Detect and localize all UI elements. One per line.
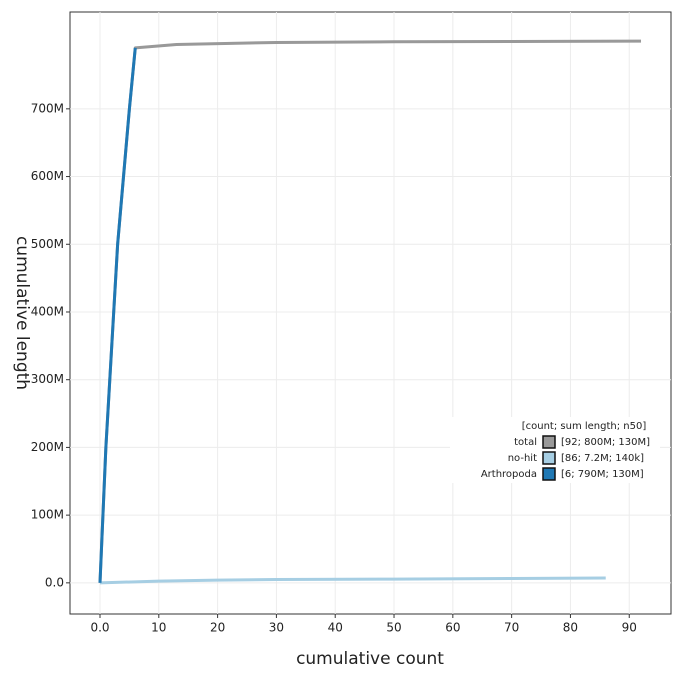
x-tick-label: 20 [210, 621, 225, 635]
y-tick-label: 500M [31, 237, 64, 251]
x-tick-label: 0.0 [90, 621, 109, 635]
x-tick-label: 40 [328, 621, 343, 635]
x-tick-label: 70 [504, 621, 519, 635]
legend-swatch [542, 451, 556, 465]
x-tick-label: 50 [386, 621, 401, 635]
legend-swatch [542, 467, 556, 481]
legend-name: total [514, 437, 537, 448]
plot-frame [69, 11, 672, 615]
y-axis-title: cumulative length [12, 236, 32, 390]
legend-label: [92; 800M; 130M] [561, 437, 650, 448]
y-tick-label: 600M [31, 169, 64, 183]
y-tick-label: 700M [31, 101, 64, 115]
y-tick-label: 0.0 [45, 575, 64, 589]
series-line [98, 47, 137, 583]
x-tick-label: 30 [269, 621, 284, 635]
y-tick-label: 400M [31, 304, 64, 318]
x-tick-label: 90 [622, 621, 637, 635]
legend-swatch [542, 435, 556, 449]
x-tick-label: 80 [563, 621, 578, 635]
y-tick-label: 100M [31, 508, 64, 522]
series-line [99, 576, 606, 585]
legend-label: [6; 790M; 130M] [561, 469, 644, 480]
x-tick-label: 60 [445, 621, 460, 635]
legend-label: [86; 7.2M; 140k] [561, 453, 644, 464]
legend-name: Arthropoda [481, 469, 537, 480]
legend-title: [count; sum length; n50] [522, 421, 647, 432]
x-axis-title: cumulative count [296, 649, 444, 669]
legend-name: no-hit [508, 453, 537, 464]
x-tick-label: 10 [151, 621, 166, 635]
y-tick-label: 200M [31, 440, 64, 454]
y-tick-label: 300M [31, 372, 64, 386]
